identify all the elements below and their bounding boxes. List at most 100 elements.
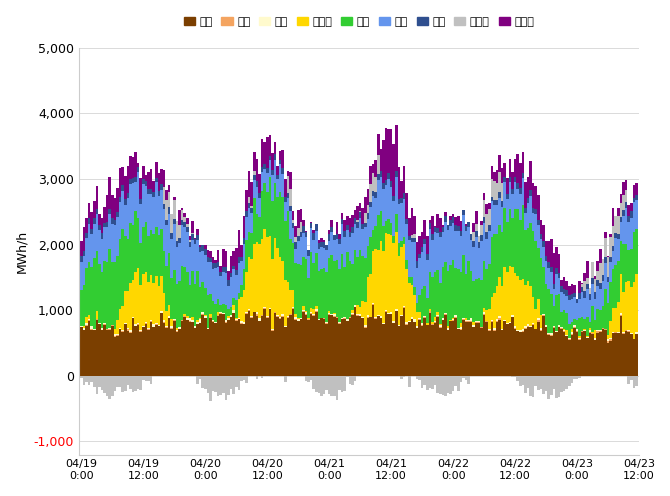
Bar [328,230,330,234]
Bar [217,262,220,267]
Bar [632,185,635,198]
Bar [287,282,289,316]
Bar [493,172,496,182]
Bar [356,316,359,376]
Bar [622,182,625,195]
Bar [222,376,224,393]
Bar [297,241,299,264]
Bar [589,322,591,328]
Bar [421,289,423,323]
Bar [276,175,279,180]
Bar [109,376,111,399]
Bar [284,179,287,197]
Y-axis label: MWh/h: MWh/h [15,230,28,273]
Bar [224,267,227,273]
Bar [168,252,170,306]
Bar [209,295,212,313]
Bar [400,241,403,248]
Bar [614,216,617,233]
Bar [594,319,596,329]
Bar [519,376,521,386]
Bar [119,328,121,329]
Bar [152,192,155,197]
Bar [227,310,230,316]
Bar [385,221,387,233]
Bar [364,258,366,303]
Bar [199,319,202,323]
Bar [302,310,305,311]
Bar [591,306,594,332]
Bar [573,376,576,379]
Bar [485,320,488,321]
Bar [359,211,362,212]
Bar [382,323,385,324]
Bar [176,330,178,331]
Bar [503,163,506,177]
Bar [160,189,163,230]
Bar [472,241,475,247]
Bar [232,251,235,266]
Bar [472,322,475,325]
Bar [111,262,114,325]
Bar [488,310,490,329]
Bar [470,322,472,376]
Bar [493,234,496,294]
Bar [294,237,297,243]
Bar [176,328,178,330]
Bar [483,312,485,314]
Bar [132,280,134,317]
Bar [397,204,400,243]
Bar [155,162,157,178]
Bar [127,328,129,329]
Bar [178,210,181,225]
Bar [557,325,560,327]
Bar [529,190,532,196]
Bar [457,216,460,226]
Bar [439,232,442,237]
Bar [415,261,418,268]
Bar [238,376,240,390]
Bar [106,222,109,227]
Bar [96,376,98,394]
Bar [496,170,498,183]
Bar [415,328,418,376]
Bar [483,217,485,223]
Bar [395,171,397,177]
Bar [418,376,421,380]
Bar [305,315,308,376]
Bar [320,318,323,376]
Bar [576,332,578,376]
Bar [553,284,555,289]
Bar [82,256,85,285]
Bar [604,238,607,257]
Bar [550,239,553,267]
Bar [248,171,251,197]
Bar [315,253,318,306]
Bar [129,184,132,223]
Bar [235,248,238,270]
Bar [251,317,253,318]
Bar [415,312,418,326]
Bar [413,234,415,239]
Bar [594,299,596,319]
Bar [330,376,333,396]
Bar [315,376,318,391]
Bar [465,224,467,226]
Bar [351,310,354,313]
Bar [545,327,547,376]
Bar [111,376,114,396]
Bar [609,238,612,257]
Bar [124,324,127,376]
Bar [191,322,194,376]
Bar [157,174,160,191]
Bar [90,330,93,376]
Bar [539,328,542,330]
Bar [163,320,165,322]
Bar [100,218,103,234]
Bar [617,303,620,331]
Bar [256,376,258,378]
Bar [563,277,565,289]
Bar [553,326,555,327]
Bar [550,333,553,335]
Bar [147,282,150,328]
